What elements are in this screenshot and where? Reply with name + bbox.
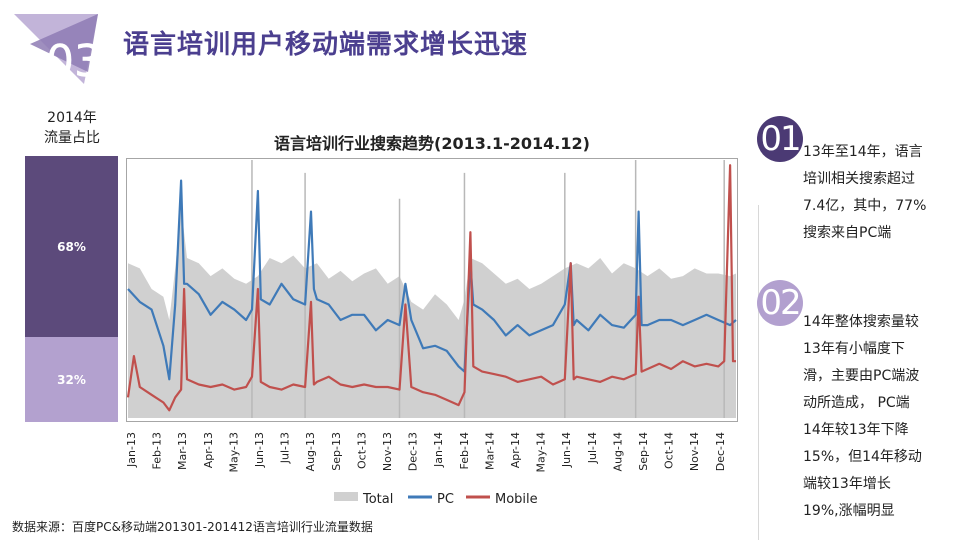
x-tick-label: May-14 [535,432,548,473]
divider [758,205,759,540]
note-line: 13年至14年，语言 [803,144,923,160]
chart-plot-area [126,158,738,422]
x-tick-label: Dec-14 [714,432,727,471]
x-tick-label: Jan-14 [432,432,445,468]
x-tick-label: Feb-13 [151,432,164,469]
x-tick-label: Nov-14 [688,432,701,471]
badge-number: 03 [46,36,102,87]
note-line: 滑，主要由PC端波 [803,368,920,384]
x-tick-label: May-13 [227,432,240,473]
x-tick-label: Sep-13 [330,432,343,471]
legend-swatch [334,492,358,501]
x-tick-label: Jun-14 [560,432,573,468]
note-text: 14年整体搜索量较 13年有小幅度下 滑，主要由PC端波 动所造成， PC端 1… [803,309,943,525]
x-tick-label: Jan-13 [125,432,138,468]
section-badge: 03 [14,14,102,87]
x-tick-label: Aug-14 [611,432,624,471]
note-number-circle: 02 [757,280,803,326]
note-line: 14年整体搜索量较 [803,314,919,330]
note-line: 培训相关搜索超过 [803,171,915,187]
x-tick-label: Feb-14 [458,432,471,469]
series-total-area [128,206,736,418]
x-tick-label: Oct-13 [355,432,368,469]
share-label-line: 2014年 [47,110,97,126]
x-tick-label: Mar-13 [176,432,189,470]
x-tick-label: Sep-14 [637,432,650,471]
x-tick-label: Dec-13 [407,432,420,471]
legend-label: PC [437,492,454,507]
share-segment-pc: 68% [25,156,118,337]
x-tick-label: Apr-13 [202,432,215,468]
share-value: 68% [57,239,86,254]
x-tick-label: Nov-13 [381,432,394,471]
share-segment-mobile: 32% [25,337,118,422]
note-line: 动所造成， PC端 [803,395,910,411]
share-label: 2014年 流量占比 [22,108,122,148]
x-tick-label: Jun-13 [253,432,266,468]
note-line: 15%，但14年移动 [803,449,922,465]
share-value: 32% [57,372,86,387]
series-mobile-line [126,164,736,412]
x-tick-label: Oct-14 [663,432,676,469]
note-line: 13年有小幅度下 [803,341,905,357]
legend-label: Mobile [495,492,538,507]
note-line: 7.4亿，其中，77% [803,198,927,214]
note-number-circle: 01 [757,116,803,162]
note-line: 端较13年增长 [803,476,891,492]
note-line: 19%,涨幅明显 [803,503,895,519]
badge-triangle-dark [30,14,98,72]
note-line: 搜索来自PC端 [803,225,892,241]
legend-label: Total [362,492,393,507]
x-tick-label: Jul-13 [279,432,292,464]
chart-title: 语言培训行业搜索趋势(2013.1-2014.12) [274,134,590,153]
x-tick-label: Mar-14 [483,432,496,470]
page-title: 语言培训用户移动端需求增长迅速 [123,30,529,60]
x-tick-label: Apr-14 [509,432,522,468]
share-stacked-bar: 68% 32% [25,156,118,422]
note-line: 14年较13年下降 [803,422,909,438]
share-label-line: 流量占比 [44,130,100,146]
data-source: 数据来源：百度PC&移动端201301-201412语言培训行业流量数据 [12,520,373,534]
x-tick-label: Aug-13 [304,432,317,471]
note-text: 13年至14年，语言 培训相关搜索超过 7.4亿，其中，77% 搜索来自PC端 [803,139,943,247]
series-pc-line [127,179,737,381]
x-tick-label: Jul-14 [586,432,599,464]
